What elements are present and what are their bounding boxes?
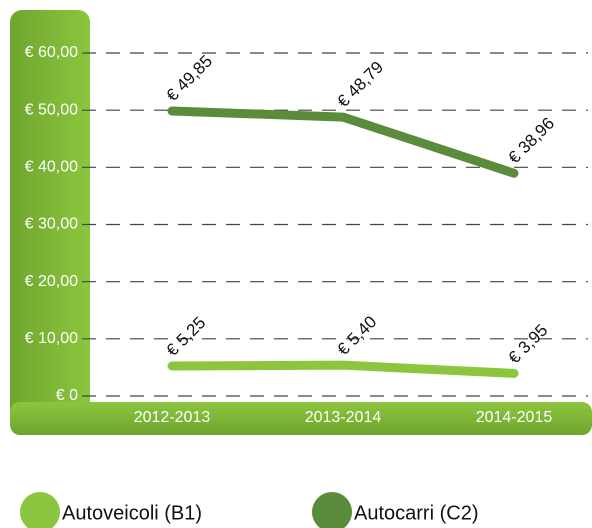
value-label: € 48,79 [334,58,388,112]
series-line [167,360,519,378]
y-tick-label: € 50,00 [25,101,78,118]
y-tick-label: € 60,00 [25,44,78,61]
x-tick-label: 2014-2015 [476,409,553,426]
y-tick-label: € 30,00 [25,216,78,233]
legend-swatch [312,492,352,528]
value-label: € 38,96 [505,114,559,168]
legend-swatch [20,492,60,528]
y-tick-label: € 20,00 [25,273,78,290]
value-label: € 5,40 [334,312,381,359]
y-tick-label: € 10,00 [25,330,78,347]
y-tick-label: € 0 [56,387,78,404]
y-tick-label: € 40,00 [25,159,78,176]
legend-label: Autoveicoli (B1) [62,502,202,524]
x-axis-band [10,402,592,435]
legend-label: Autocarri (C2) [354,502,478,524]
value-label: € 49,85 [163,51,217,105]
value-label: € 5,25 [163,313,210,360]
value-label: € 3,95 [505,321,552,368]
y-axis-band [10,10,90,435]
x-tick-label: 2012-2013 [134,409,211,426]
x-tick-label: 2013-2014 [305,409,382,426]
series-line [167,106,519,178]
